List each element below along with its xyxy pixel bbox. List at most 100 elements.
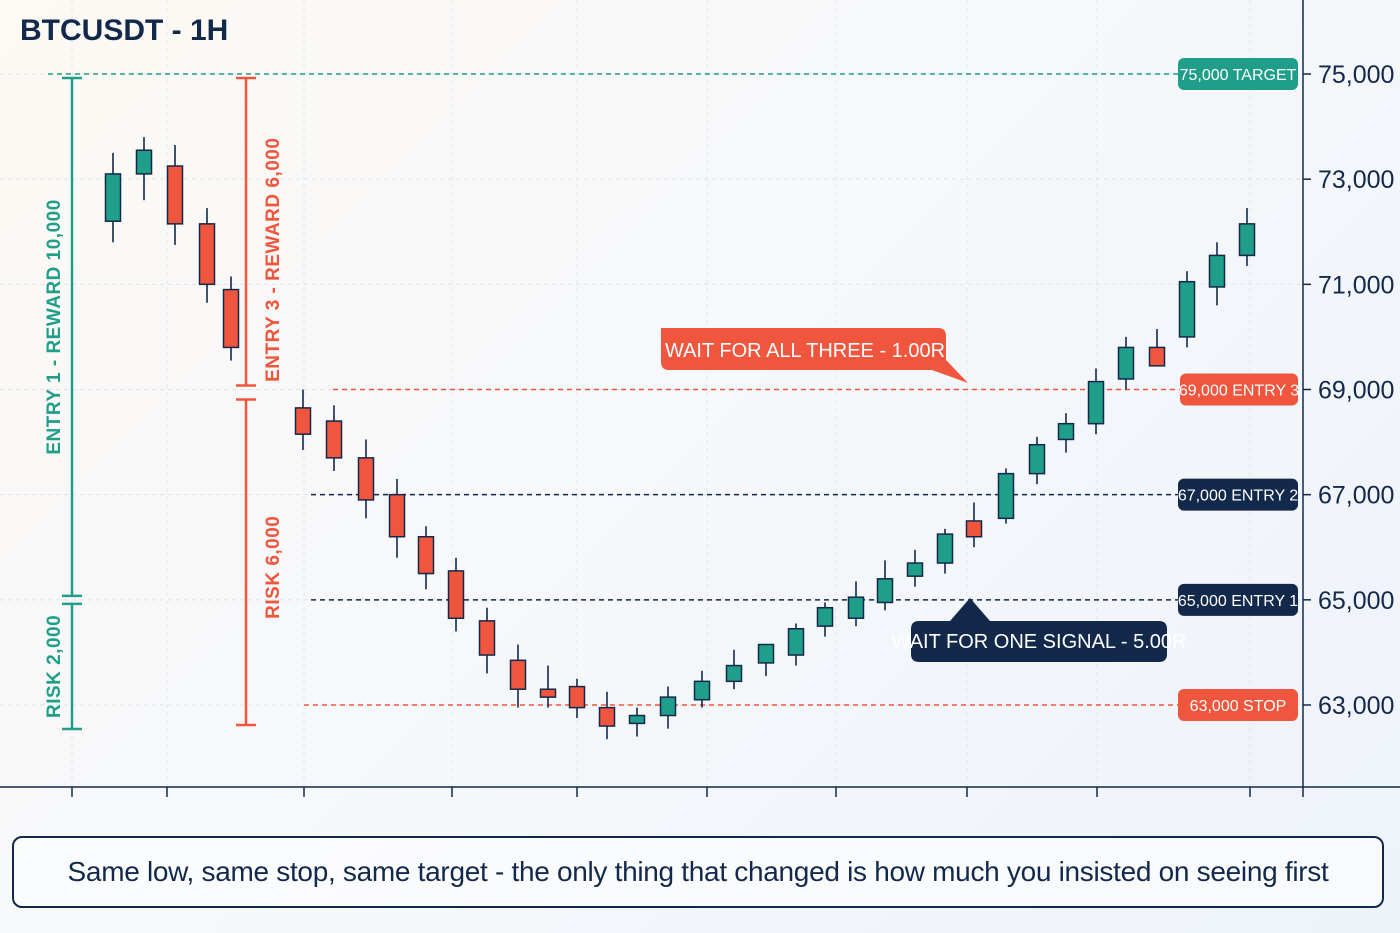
price-tag-label-target: 75,000 TARGET xyxy=(1180,67,1297,84)
entry1-reward-label: ENTRY 1 - REWARD 10,000 xyxy=(44,199,65,454)
price-tag-entry3 xyxy=(1180,373,1298,406)
price-tag-label-stop: 63,000 STOP xyxy=(1190,698,1287,715)
caption-box: Same low, same stop, same target - the o… xyxy=(12,836,1384,908)
y-tick-label: 73,000 xyxy=(1318,166,1394,194)
candle-body xyxy=(509,659,527,690)
candle-body xyxy=(135,149,153,175)
candle xyxy=(965,502,983,548)
candle xyxy=(447,557,465,632)
price-tag-label-entry3: 69,000 ENTRY 3 xyxy=(1179,383,1299,400)
y-tick-label: 63,000 xyxy=(1318,692,1394,720)
candle-body xyxy=(757,643,775,664)
caption-text: Same low, same stop, same target - the o… xyxy=(67,856,1329,887)
y-tick-label: 67,000 xyxy=(1318,482,1394,510)
candle-body xyxy=(693,680,711,701)
candle xyxy=(509,644,527,708)
candle-body xyxy=(568,685,586,709)
callout-wait-all-bubble xyxy=(661,328,968,383)
candle xyxy=(693,670,711,708)
candle xyxy=(166,144,184,245)
candle-body xyxy=(659,696,677,717)
candle xyxy=(628,707,646,737)
candle-body xyxy=(906,562,924,577)
callout-wait-all-text: WAIT FOR ALL THREE - 1.00R xyxy=(665,340,945,362)
callout-wait-one: WAIT FOR ONE SIGNAL - 5.00R xyxy=(892,598,1187,662)
y-tick-label: 65,000 xyxy=(1318,587,1394,615)
candle xyxy=(222,276,240,361)
callout-wait-one-text: WAIT FOR ONE SIGNAL - 5.00R xyxy=(892,631,1187,653)
candle xyxy=(417,526,435,590)
candle xyxy=(294,389,312,450)
candle xyxy=(816,602,834,637)
candle xyxy=(1117,336,1135,390)
candle xyxy=(1057,413,1075,453)
candle xyxy=(135,137,153,201)
entry3-risk-label: RISK 6,000 xyxy=(263,516,284,619)
price-tags: 75,000 TARGET 69,000 ENTRY 3 67,000 ENTRY … xyxy=(1178,58,1299,721)
candle xyxy=(1028,436,1046,485)
candle-body xyxy=(1028,443,1046,475)
price-tag-label-entry2: 67,000 ENTRY 2 xyxy=(1178,488,1298,505)
entry1-risk-label: RISK 2,000 xyxy=(44,615,65,718)
candle-body xyxy=(539,688,557,698)
candle xyxy=(1238,208,1256,266)
candle-body xyxy=(725,664,743,683)
candle-body xyxy=(936,533,954,564)
candle xyxy=(357,439,375,519)
candle-body xyxy=(1148,346,1166,367)
candle-body xyxy=(965,520,983,538)
candle xyxy=(388,478,406,558)
candle-body xyxy=(1087,380,1105,425)
candle xyxy=(104,152,122,243)
candle xyxy=(1208,242,1226,306)
candle xyxy=(478,607,496,674)
candle xyxy=(598,691,616,740)
candle xyxy=(325,405,343,472)
candle xyxy=(1087,368,1105,435)
candle xyxy=(787,623,805,666)
candle xyxy=(1178,271,1196,348)
callouts: WAIT FOR ALL THREE - 1.00R WAIT FOR ONE S… xyxy=(661,328,1186,662)
candle-body xyxy=(447,570,465,619)
callout-wait-all: WAIT FOR ALL THREE - 1.00R xyxy=(661,328,968,383)
y-tick-labels: 75,000 73,000 71,000 69,000 67,000 65,000 63,0… xyxy=(1303,61,1394,720)
risk-reward-brackets: ENTRY 1 - REWARD 10,000 RISK 2,000 ENTRY 3… xyxy=(44,76,284,731)
candle-body xyxy=(816,606,834,627)
y-tick-label: 69,000 xyxy=(1318,377,1394,405)
candle-body xyxy=(628,714,646,725)
candle xyxy=(906,549,924,587)
candle xyxy=(659,686,677,729)
candle xyxy=(539,665,557,708)
candle-body xyxy=(166,165,184,225)
candle-body xyxy=(357,457,375,501)
candle-body xyxy=(876,578,894,604)
candle-body xyxy=(787,628,805,656)
entry3-reward-label: ENTRY 3 - REWARD 6,000 xyxy=(263,138,284,382)
price-tag-label-entry1: 65,000 ENTRY 1 xyxy=(1178,593,1298,610)
price-tag-target xyxy=(1178,58,1298,90)
candle xyxy=(725,649,743,690)
price-tag-entry2 xyxy=(1178,478,1298,511)
candle xyxy=(1148,329,1166,367)
callout-wait-one-bubble xyxy=(911,598,1167,662)
candle-body xyxy=(294,407,312,435)
candles xyxy=(104,137,1256,740)
candle xyxy=(757,643,775,677)
candle-body xyxy=(1178,280,1196,338)
y-tick-label: 75,000 xyxy=(1318,61,1394,89)
candle xyxy=(198,208,216,303)
candle-body xyxy=(325,420,343,459)
candle-body xyxy=(478,620,496,656)
price-tag-stop xyxy=(1178,689,1298,721)
candle-body xyxy=(104,173,122,222)
candle-body xyxy=(997,472,1015,520)
price-tag-entry1 xyxy=(1178,583,1298,616)
candle-body xyxy=(222,288,240,349)
candle-body xyxy=(417,535,435,575)
axes xyxy=(0,0,1400,797)
candle-body xyxy=(598,706,616,727)
candle xyxy=(876,560,894,611)
candle-body xyxy=(847,596,865,619)
candle-body xyxy=(198,223,216,286)
